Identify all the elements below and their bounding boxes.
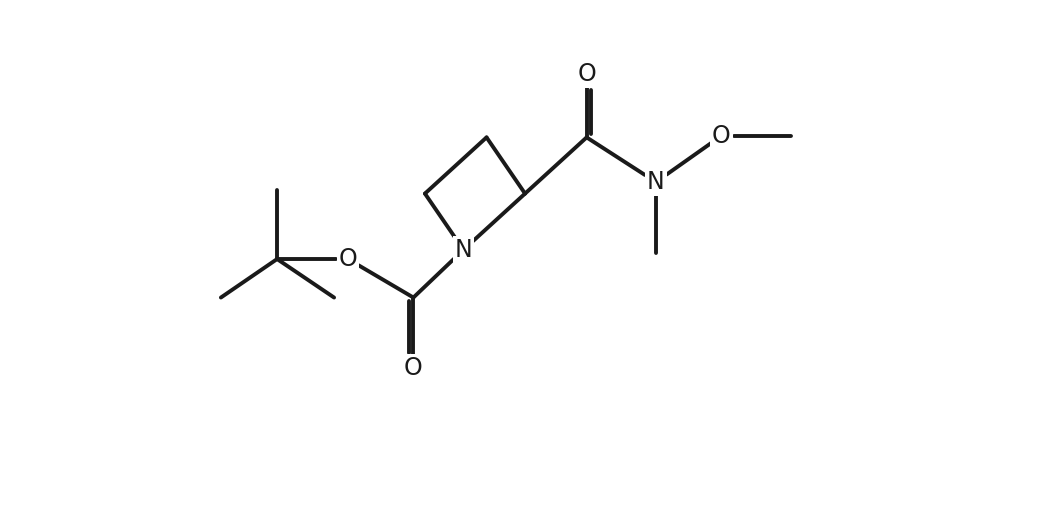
Text: O: O xyxy=(338,247,357,271)
Text: O: O xyxy=(404,357,422,380)
Text: O: O xyxy=(577,62,596,86)
Text: N: N xyxy=(455,238,472,262)
Text: O: O xyxy=(712,124,731,148)
Text: N: N xyxy=(647,170,664,194)
